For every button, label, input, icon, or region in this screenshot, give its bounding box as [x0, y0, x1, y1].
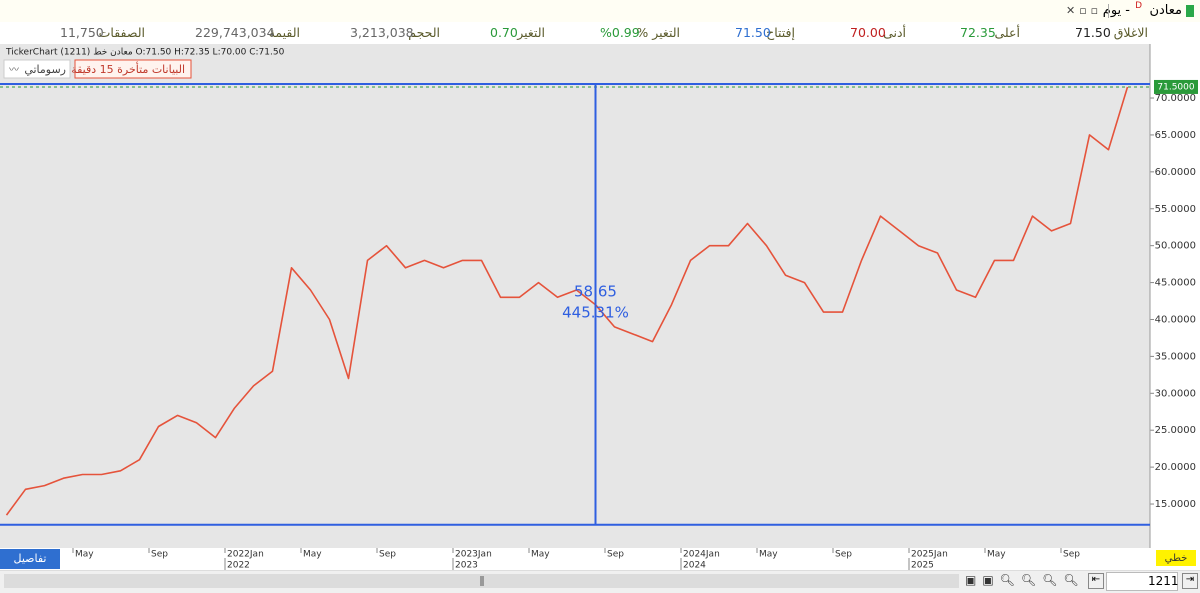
plot-background — [0, 44, 1150, 548]
toolbar: ▣▣🔍︎🔍︎🔍︎🔍︎ ⇤ 1211 ⇥ — [0, 570, 1200, 593]
y-tick-label: 70.0000 — [1155, 93, 1196, 104]
y-tick-label: 55.0000 — [1155, 204, 1196, 215]
stats-bar: الاغلاق 71.50 أعلى 72.35 أدنى 70.00 إفتتاح 71.5… — [0, 22, 1200, 45]
prev-button[interactable]: ⇤ — [1088, 573, 1104, 589]
status-icon — [1186, 5, 1194, 17]
stat-value: 71.50 — [1075, 25, 1111, 40]
year-label: 2025 — [911, 561, 934, 571]
stat-label: الصفقات — [98, 25, 145, 40]
drawings-button[interactable] — [3, 59, 71, 79]
symbol: معادن — [1149, 3, 1182, 18]
x-tick-label: Sep — [835, 550, 852, 560]
period-selector[interactable]: - يوم — [1102, 3, 1130, 18]
stat-value: 70.00 — [850, 25, 886, 40]
stat-label: إفتتاح — [766, 25, 795, 40]
chart: TickerChart (1211) معادن خط O:71.50 H:72… — [0, 44, 1200, 571]
title-bar: معادن D - يوم ✕▫▫ — [0, 0, 1200, 23]
y-tick-label: 60.0000 — [1155, 167, 1196, 178]
x-tick-label: 2022Jan — [227, 550, 264, 560]
x-tick-label: 2023Jan — [455, 550, 492, 560]
stat-value: 0.70 — [490, 25, 518, 40]
x-tick-label: May — [531, 550, 550, 560]
stat-value: %0.99 — [600, 25, 640, 40]
symbol-input[interactable] — [1106, 572, 1178, 591]
x-tick-label: May — [987, 550, 1006, 560]
year-label: 2022 — [227, 561, 250, 571]
stat-label: أدنى — [883, 25, 906, 40]
y-tick-label: 50.0000 — [1155, 241, 1196, 252]
stat-label: التغير % — [636, 25, 680, 40]
stat-value: 229,743,034 — [195, 25, 275, 40]
measure-change: 58.65 — [574, 283, 617, 301]
stat-value: 11,750 — [60, 25, 104, 40]
stat-value: 71.50 — [735, 25, 771, 40]
delay-badge — [74, 59, 192, 79]
x-tick-label: May — [75, 550, 94, 560]
details-button[interactable] — [0, 549, 60, 569]
y-tick-label: 35.0000 — [1155, 351, 1196, 362]
zoom-tools[interactable]: ▣▣🔍︎🔍︎🔍︎🔍︎ — [965, 573, 1085, 587]
y-tick-label: 40.0000 — [1155, 314, 1196, 325]
stat-value: 3,213,038 — [350, 25, 414, 40]
stat-label: الحجم — [408, 25, 440, 40]
delay-text: البيانات متأخرة 15 دقيقة — [71, 61, 185, 76]
price-line — [5, 86, 1129, 516]
x-tick-label: 2024Jan — [683, 550, 720, 560]
y-tick-label: 25.0000 — [1155, 425, 1196, 436]
stat-label: التغير — [517, 25, 545, 40]
separator — [1108, 4, 1115, 18]
details-label: تفاصيل — [14, 552, 47, 565]
y-tick-label: 45.0000 — [1155, 278, 1196, 289]
go-button[interactable]: ⇥ — [1182, 573, 1198, 589]
chart-type-button[interactable] — [1156, 550, 1196, 566]
x-tick-label: Sep — [379, 550, 396, 560]
y-tick-label: 30.0000 — [1155, 388, 1196, 399]
x-tick-label: 2025Jan — [911, 550, 948, 560]
year-label: 2024 — [683, 561, 706, 571]
last-price-tag — [1154, 79, 1198, 94]
stat-label: الاغلاق — [1113, 25, 1148, 40]
y-tick-label: 20.0000 — [1155, 462, 1196, 473]
info-line: TickerChart (1211) معادن خط O:71.50 H:72… — [5, 48, 285, 58]
year-label: 2023 — [455, 561, 478, 571]
y-axis-background — [1150, 44, 1200, 548]
drawings-label: رسوماتي — [24, 63, 66, 76]
y-tick-label: 65.0000 — [1155, 130, 1196, 141]
drawings-icon: 〰 — [9, 65, 19, 76]
x-axis-background — [0, 548, 1200, 570]
measure-percent: 445.31% — [562, 304, 629, 322]
y-tick-label: 15.0000 — [1155, 499, 1196, 510]
stat-value: 72.35 — [960, 25, 996, 40]
window-controls[interactable]: ✕▫▫ — [1066, 4, 1103, 17]
flag: D — [1135, 1, 1142, 11]
symbol-input-text: 1211 — [1148, 574, 1179, 588]
x-tick-label: Sep — [1063, 550, 1080, 560]
chart-type-label: خطي — [1165, 553, 1188, 564]
x-tick-label: Sep — [151, 550, 168, 560]
stat-label: أعلى — [994, 25, 1021, 40]
stat-label: القيمة — [268, 25, 300, 40]
last-price-label: 71.5000 — [1157, 82, 1194, 92]
x-tick-label: May — [759, 550, 778, 560]
scroll-thumb[interactable] — [480, 576, 484, 586]
x-tick-label: May — [303, 550, 322, 560]
x-tick-label: Sep — [607, 550, 624, 560]
